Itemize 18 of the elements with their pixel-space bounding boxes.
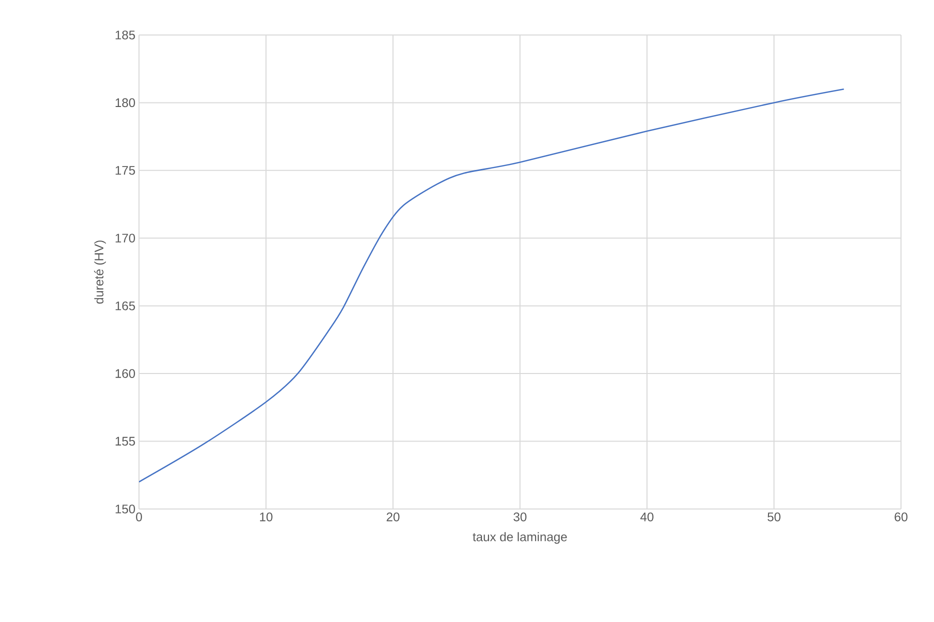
- y-tick-label: 170: [116, 234, 135, 243]
- x-tick-label: 50: [768, 512, 780, 522]
- y-axis-title: dureté (HV): [94, 240, 106, 304]
- y-tick-label: 180: [116, 98, 135, 108]
- x-tick-label: 40: [640, 512, 654, 522]
- x-tick-label: 30: [514, 512, 526, 522]
- x-axis-title: taux de laminage: [472, 532, 567, 544]
- x-tick-label: 20: [386, 512, 400, 522]
- y-tick-label: 160: [116, 369, 135, 378]
- y-tick-label: 165: [116, 301, 135, 310]
- line-series: [139, 88, 845, 483]
- y-tick-label: 175: [116, 166, 135, 175]
- x-tick-label: 0: [136, 512, 142, 522]
- y-tick-label: 150: [116, 504, 135, 514]
- x-tick-label: 10: [260, 512, 272, 522]
- y-tick-label: 185: [116, 30, 135, 40]
- x-tick-label: 60: [894, 512, 908, 522]
- y-tick-label: 155: [116, 436, 135, 446]
